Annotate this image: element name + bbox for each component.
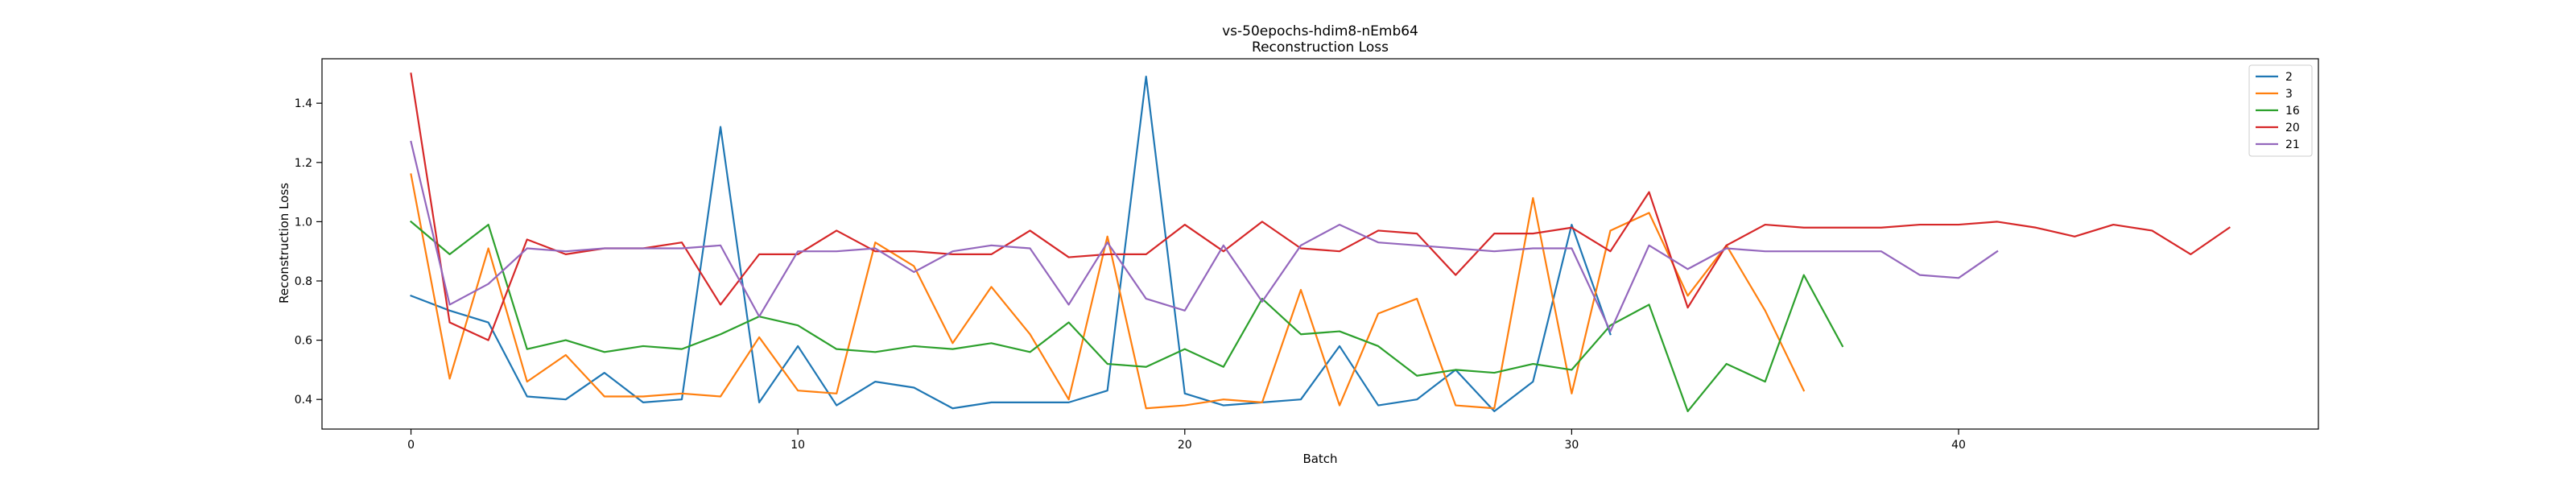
y-tick-label: 1.4 <box>295 97 312 110</box>
legend-box <box>2248 64 2313 157</box>
legend-label-21: 21 <box>2285 138 2300 151</box>
x-tick-label: 40 <box>1951 439 1966 452</box>
plot-area: 0 10 20 30 40 0.4 0.6 0.8 1.0 1.2 1.4 2 3 16 20 21 <box>295 58 2319 452</box>
legend-label-16: 16 <box>2285 105 2300 118</box>
x-tick-label: 0 <box>407 439 415 452</box>
y-tick-label: 0.8 <box>295 275 312 288</box>
chart-title: vs-50epochs-hdim8-nEmb64 <box>1222 23 1418 39</box>
series-line-3 <box>410 173 1806 410</box>
x-axis-label: Batch <box>1302 452 1337 466</box>
series-line-16 <box>409 220 1844 413</box>
x-tick-label: 20 <box>1178 439 1192 452</box>
x-tick-label: 30 <box>1564 439 1579 452</box>
y-tick-label: 1.0 <box>295 216 312 229</box>
plot-frame <box>321 58 2319 430</box>
chart-subtitle: Reconstruction Loss <box>1252 39 1389 56</box>
series-line-2 <box>410 75 1612 413</box>
y-tick-label: 1.2 <box>295 157 312 170</box>
series-line-20 <box>410 72 2231 341</box>
legend-label-3: 3 <box>2285 88 2293 101</box>
legend-label-20: 20 <box>2285 122 2300 134</box>
y-tick-label: 0.6 <box>295 335 312 348</box>
x-tick-label: 10 <box>791 439 805 452</box>
legend-label-2: 2 <box>2285 71 2293 84</box>
y-axis-label: Reconstruction Loss <box>277 183 291 303</box>
series-line-21 <box>410 140 1999 332</box>
y-tick-label: 0.4 <box>295 394 312 407</box>
